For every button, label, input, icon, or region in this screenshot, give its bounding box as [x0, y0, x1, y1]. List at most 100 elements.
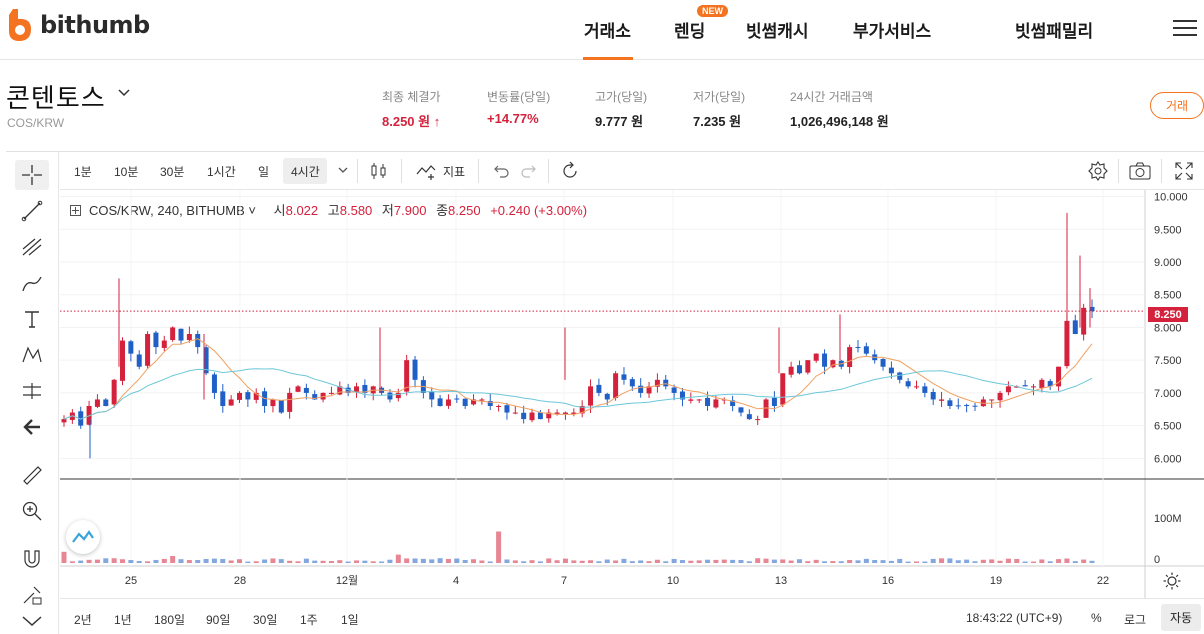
pattern-tool-icon[interactable]: [15, 340, 49, 370]
percent-toggle[interactable]: %: [1091, 611, 1102, 625]
volume-bar: [228, 560, 234, 563]
candle-body: [479, 399, 485, 401]
nav-exchange[interactable]: 거래소: [584, 22, 631, 41]
fullscreen-icon[interactable]: [1173, 160, 1195, 182]
volume-bar: [128, 560, 134, 563]
volume-bar: [755, 558, 761, 563]
tradingview-logo-icon[interactable]: [66, 520, 100, 554]
candle-body: [1039, 379, 1045, 388]
theme-toggle-icon[interactable]: [1167, 576, 1177, 586]
settings-gear-icon[interactable]: [1087, 160, 1109, 182]
x-tick-label: 28: [234, 575, 246, 587]
candle-body: [295, 386, 301, 392]
interval-30m[interactable]: 30분: [160, 165, 185, 179]
back-arrow-icon[interactable]: [15, 412, 49, 442]
volume-bar: [980, 559, 986, 563]
auto-scale-toggle[interactable]: 자동: [1161, 604, 1201, 631]
refresh-icon[interactable]: [559, 160, 581, 182]
stat-label: 최종 체결가: [382, 90, 441, 104]
zoom-in-icon[interactable]: [15, 496, 49, 526]
brush-tool-icon[interactable]: [15, 268, 49, 298]
volume-bar: [211, 558, 217, 563]
candle-type-icon[interactable]: [368, 160, 390, 182]
candle-body: [462, 398, 468, 406]
undo-icon[interactable]: [490, 160, 512, 182]
candle-body: [537, 412, 543, 420]
interval-1h[interactable]: 1시간: [207, 165, 236, 179]
range-180d[interactable]: 180일: [154, 613, 186, 627]
log-toggle[interactable]: 로그: [1124, 613, 1147, 627]
candle-body: [136, 354, 142, 367]
fib-tool-icon[interactable]: [15, 232, 49, 262]
magnet-icon[interactable]: [15, 544, 49, 574]
volume-bar: [237, 559, 243, 563]
range-1d[interactable]: 1일: [341, 613, 359, 627]
hamburger-icon[interactable]: [1173, 20, 1197, 38]
legend-expand-icon[interactable]: [70, 205, 81, 216]
volume-bar: [253, 561, 259, 563]
candle-body: [437, 398, 443, 406]
text-tool-icon[interactable]: [15, 304, 49, 334]
interval-10m[interactable]: 10분: [114, 165, 139, 179]
volume-bar: [120, 559, 126, 563]
volume-bar: [295, 561, 301, 563]
legend-symbol[interactable]: COS/KRW, 240, BITHUMB: [89, 203, 245, 218]
trend-line-icon[interactable]: [15, 196, 49, 226]
indicator-icon[interactable]: [415, 160, 437, 182]
legend-symbol-chevron[interactable]: ˅: [248, 203, 257, 218]
volume-bar: [521, 561, 527, 563]
candle-body: [546, 412, 552, 419]
ruler-icon[interactable]: [15, 460, 49, 490]
chevron-down-icon[interactable]: [118, 86, 130, 100]
ma-long-line: [63, 368, 1093, 420]
camera-icon[interactable]: [1128, 160, 1152, 182]
x-tick-label: 4: [453, 575, 459, 587]
candle-body: [228, 399, 234, 406]
measure-tool-icon[interactable]: [15, 376, 49, 406]
bithumb-logo[interactable]: bithumb: [6, 6, 150, 44]
volume-bar: [111, 558, 117, 563]
candle-body: [888, 367, 894, 374]
range-1y[interactable]: 1년: [114, 613, 132, 627]
candle-body: [913, 386, 919, 388]
candle-body: [780, 373, 786, 405]
volume-bar: [203, 558, 209, 563]
volume-bar: [362, 560, 368, 563]
indicator-button[interactable]: 지표: [443, 165, 466, 179]
volume-bar: [629, 561, 635, 563]
volume-bar: [153, 559, 159, 563]
interval-day[interactable]: 일: [258, 165, 270, 179]
volume-bar: [404, 558, 410, 563]
theme-toggle-ray: [1175, 574, 1179, 578]
candle-body: [521, 412, 527, 420]
coin-name[interactable]: 콘텐토스: [6, 83, 106, 113]
redo-icon[interactable]: [518, 160, 540, 182]
volume-bar: [320, 560, 326, 563]
volume-bar: [730, 559, 736, 563]
stat-value: 1,026,496,148 원: [790, 114, 889, 129]
lock-drawing-icon[interactable]: [15, 580, 49, 610]
range-2y[interactable]: 2년: [74, 613, 92, 627]
clock-time[interactable]: 18:43:22 (UTC+9): [966, 611, 1063, 625]
interval-4h[interactable]: 4시간: [291, 165, 320, 179]
nav-lending[interactable]: 렌딩: [674, 22, 706, 41]
chart-toolbar: 1분 10분 30분 1시간 일 4시간 지표: [60, 152, 1204, 190]
y-tick-label: 7.000: [1154, 388, 1182, 400]
stat-value: 7.235 원: [693, 114, 742, 129]
interval-dropdown-icon[interactable]: [336, 163, 350, 177]
nav-bithumb-family[interactable]: 빗썸패밀리: [1015, 22, 1094, 41]
nav-extra-services[interactable]: 부가서비스: [853, 22, 932, 41]
interval-1m[interactable]: 1분: [74, 165, 92, 179]
volume-bar: [989, 559, 995, 563]
candle-body: [989, 399, 995, 401]
range-1w[interactable]: 1주: [300, 613, 318, 627]
nav-bithumb-cash[interactable]: 빗썸캐시: [746, 22, 809, 41]
range-90d[interactable]: 90일: [206, 613, 231, 627]
volume-bar: [1089, 560, 1095, 563]
stat-high: 고가(당일) 9.777 원: [595, 88, 647, 130]
range-30d[interactable]: 30일: [253, 613, 278, 627]
trade-button[interactable]: 거래: [1150, 92, 1204, 119]
collapse-chevron-icon[interactable]: [15, 610, 49, 632]
crosshair-tool-icon[interactable]: [15, 160, 49, 190]
